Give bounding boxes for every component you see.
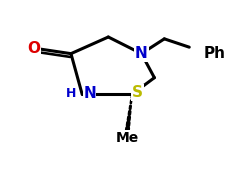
Text: H: H [65, 87, 76, 100]
Text: N: N [135, 46, 148, 61]
Text: S: S [132, 85, 143, 100]
Text: N: N [83, 86, 96, 101]
Text: Ph: Ph [203, 46, 225, 61]
Text: O: O [27, 41, 40, 56]
Text: Me: Me [115, 131, 139, 145]
